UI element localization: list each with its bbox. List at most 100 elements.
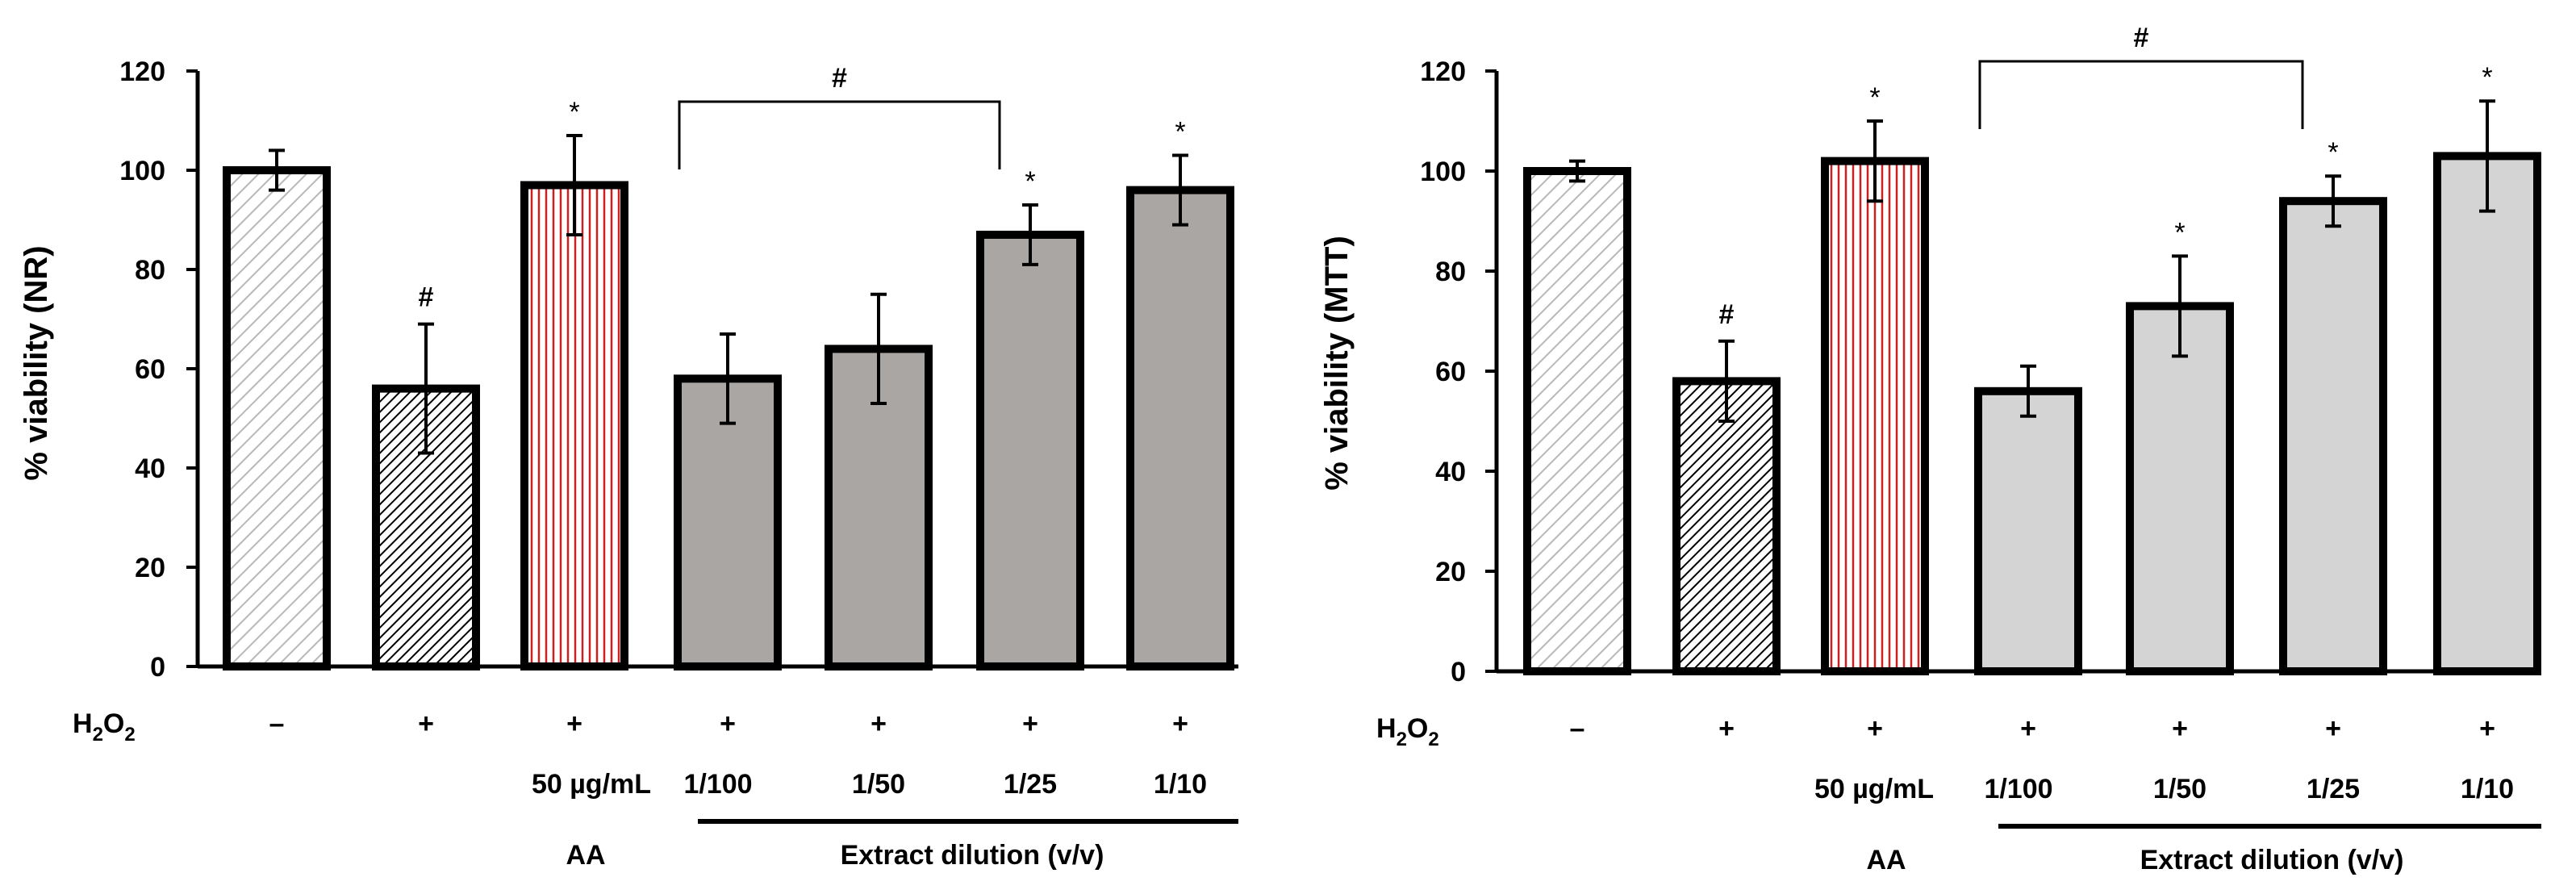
bar-3: [520, 181, 628, 670]
error-bars: [269, 133, 1188, 455]
h2o2-row-label: H2O2: [1376, 713, 1439, 750]
h2o2-sign: +: [720, 708, 736, 739]
hash-mark: #: [1719, 299, 1735, 330]
bar-4: [1974, 386, 2082, 675]
bracket-line: [1978, 60, 2304, 129]
error-bar-3: [566, 133, 582, 236]
y-tick-label: 40: [135, 453, 165, 484]
error-bars: [1569, 99, 2495, 423]
y-tick-label: 60: [1435, 357, 1466, 387]
bar-7: [2433, 152, 2541, 675]
dilution-label: 1/25: [1004, 769, 1057, 800]
error-bar-3: [1867, 119, 1883, 203]
dilution-label: 1/50: [2153, 774, 2207, 804]
dilution-label: 1/100: [1984, 774, 2052, 804]
aa-label: AA: [566, 840, 605, 871]
error-bar-6: [1022, 203, 1038, 266]
error-bar-1: [269, 148, 285, 192]
aa-concentration: 50 µg/mL: [1814, 774, 1934, 804]
axes: [195, 71, 1238, 669]
error-bar-6: [2325, 174, 2341, 228]
y-tick-label: 20: [135, 553, 165, 583]
bar-6: [2279, 197, 2387, 675]
h2o2-sign: +: [1022, 708, 1038, 739]
hash-mark: #: [419, 282, 434, 313]
bar-5: [2126, 302, 2234, 675]
star-mark: *: [1025, 166, 1035, 197]
significance-bracket: #: [1978, 23, 2304, 129]
h2o2-sign: +: [1718, 713, 1735, 744]
bar-2: [1672, 377, 1781, 675]
error-bar-4: [2020, 364, 2036, 418]
aa-concentration: 50 µg/mL: [532, 769, 651, 800]
h2o2-sign: +: [2479, 713, 2495, 744]
group-labels: H2O2 – + + + + + +50 µg/mL 1/100 1/50 1/25 1/10 AA Ex…: [1376, 713, 2541, 875]
significance-bracket: #: [678, 63, 1001, 169]
bracket-hash: #: [2134, 23, 2149, 53]
extract-dilution-label: Extract dilution (v/v): [841, 840, 1104, 871]
star-mark: *: [2482, 62, 2492, 93]
h2o2-sign: +: [1172, 708, 1188, 739]
star-mark: *: [569, 97, 579, 127]
dilution-label: 1/100: [683, 769, 752, 800]
y-tick-label: 0: [1451, 657, 1466, 687]
dilution-label: 1/10: [2461, 774, 2514, 804]
dilution-label: 1/50: [852, 769, 905, 800]
aa-label: AA: [1866, 845, 1906, 875]
error-bar-7: [2479, 99, 2495, 213]
y-ticks: 0 20 40 60 80 100 120: [1420, 56, 1497, 687]
y-tick-label: 60: [135, 354, 165, 385]
bracket-hash: #: [832, 63, 847, 94]
bar-7: [1126, 186, 1234, 671]
y-tick-label: 20: [1435, 557, 1466, 587]
y-tick-label: 0: [150, 652, 165, 683]
chart-left-nr: % viability (NR) 0 20 40 60 80 100 120 # * * * # …: [19, 56, 1238, 871]
extract-dilution-label: Extract dilution (v/v): [2140, 845, 2404, 875]
h2o2-sign: +: [2020, 713, 2036, 744]
bars: [1523, 152, 2541, 676]
error-bar-4: [720, 332, 736, 425]
y-tick-label: 80: [1435, 257, 1466, 287]
y-tick-label: 40: [1435, 457, 1466, 487]
star-mark: *: [1175, 117, 1185, 148]
star-mark: *: [1869, 82, 1880, 113]
y-axis-label: % viability (MTT): [1319, 236, 1355, 491]
h2o2-sign: +: [418, 708, 434, 739]
bar-6: [976, 230, 1084, 670]
star-mark: *: [2328, 137, 2338, 168]
group-labels: H2O2 – + + + + + +50 µg/mL 1/100 1/50 1/25 1/10 AA Ex…: [73, 708, 1238, 871]
error-bar-1: [1569, 159, 1585, 183]
axes: [1494, 71, 2541, 674]
dilution-label: 1/25: [2307, 774, 2360, 804]
h2o2-sign: +: [566, 708, 582, 739]
bar-1: [223, 166, 331, 670]
h2o2-sign: +: [2325, 713, 2341, 744]
significance-marks: # * * *: [419, 97, 1186, 313]
y-ticks: 0 20 40 60 80 100 120: [119, 56, 198, 683]
error-bar-2: [418, 322, 434, 455]
y-axis-label: % viability (NR): [19, 245, 54, 480]
h2o2-sign: +: [870, 708, 887, 739]
y-tick-label: 100: [119, 156, 165, 186]
bracket-line: [678, 100, 1001, 169]
y-tick-label: 80: [135, 255, 165, 286]
h2o2-sign: –: [1570, 713, 1585, 744]
h2o2-sign: +: [2172, 713, 2188, 744]
error-bar-5: [870, 292, 887, 406]
dilution-label: 1/10: [1154, 769, 1207, 800]
h2o2-sign: +: [1867, 713, 1883, 744]
error-bar-5: [2172, 254, 2188, 358]
y-tick-label: 100: [1420, 157, 1466, 187]
error-bar-7: [1172, 153, 1188, 227]
bar-1: [1523, 167, 1631, 675]
star-mark: *: [2174, 217, 2185, 248]
significance-marks: # * * * *: [1719, 62, 2493, 330]
h2o2-row-label: H2O2: [73, 708, 136, 746]
error-bar-2: [1718, 339, 1735, 423]
h2o2-sign: –: [269, 708, 285, 739]
y-tick-label: 120: [1420, 56, 1466, 87]
y-tick-label: 120: [119, 56, 165, 87]
bar-3: [1821, 157, 1929, 676]
